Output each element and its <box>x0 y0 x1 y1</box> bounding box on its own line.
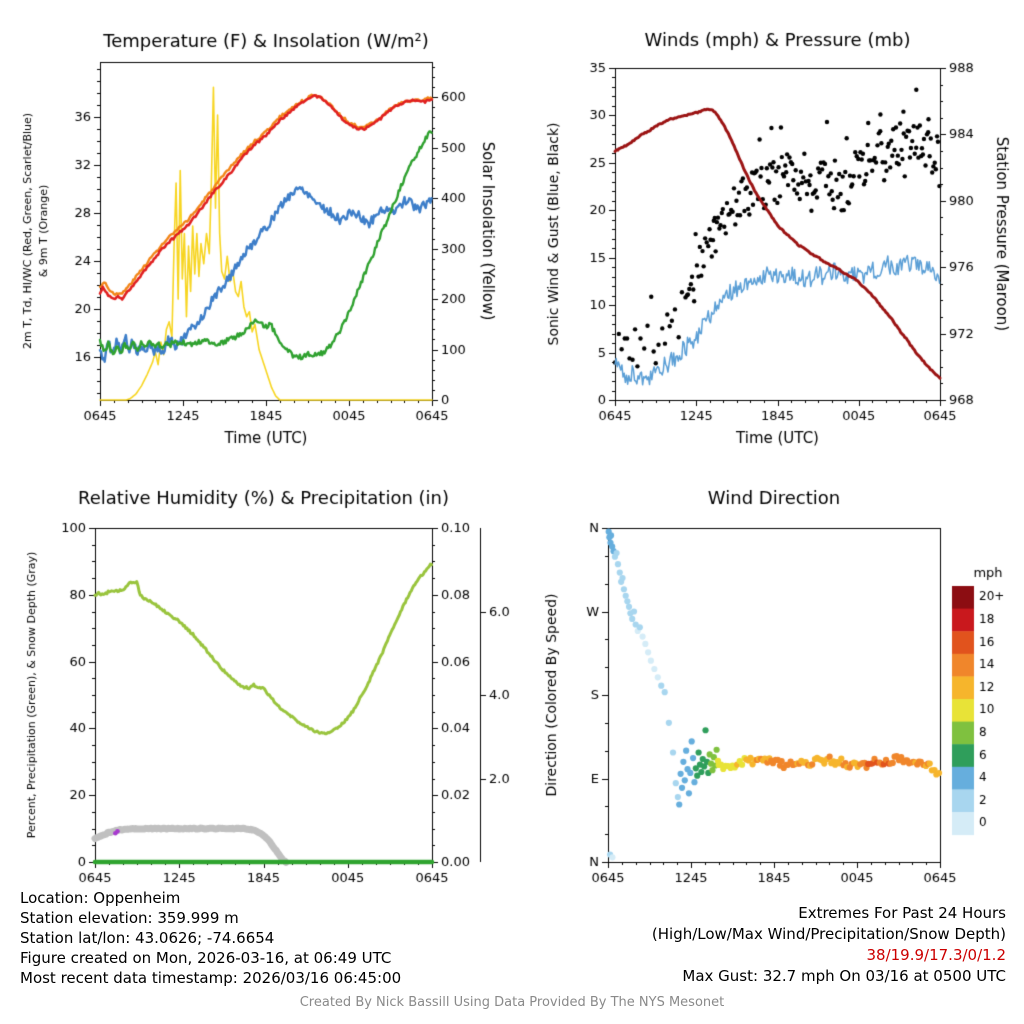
humidity-precip-panel <box>0 470 512 900</box>
extremes-block: Extremes For Past 24 Hours (High/Low/Max… <box>652 903 1006 987</box>
credit-line: Created By Nick Bassill Using Data Provi… <box>299 995 725 1010</box>
extremes-title: Extremes For Past 24 Hours <box>798 904 1006 922</box>
location-line: Location: Oppenheim <box>20 889 181 907</box>
max-gust-line: Max Gust: 32.7 mph On 03/16 at 0500 UTC <box>682 967 1006 985</box>
station-info-block: Location: Oppenheim Station elevation: 3… <box>20 888 401 988</box>
elevation-line: Station elevation: 359.999 m <box>20 909 239 927</box>
extremes-subtitle: (High/Low/Max Wind/Precipitation/Snow De… <box>651 925 1006 943</box>
wind-direction-panel <box>512 470 1024 900</box>
winds-pressure-panel <box>512 0 1024 470</box>
latlon-line: Station lat/lon: 43.0626; -74.6654 <box>20 929 275 947</box>
temperature-insolation-panel <box>0 0 512 470</box>
data-timestamp-line: Most recent data timestamp: 2026/03/16 0… <box>20 969 402 987</box>
figure-created-line: Figure created on Mon, 2026-03-16, at 06… <box>20 949 392 967</box>
extremes-values: 38/19.9/17.3/0/1.2 <box>866 946 1007 964</box>
